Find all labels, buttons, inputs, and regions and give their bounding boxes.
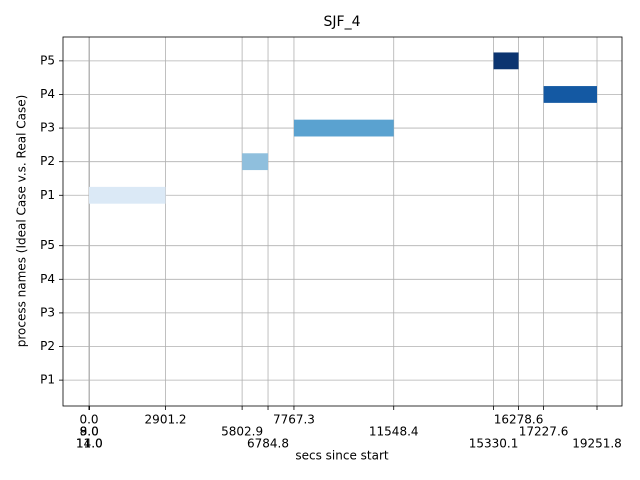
y-tick-label: P4 — [40, 87, 55, 101]
plot-frame — [62, 36, 623, 407]
y-tick-label: P1 — [40, 188, 55, 202]
x-tick-label: 7767.3 — [273, 413, 315, 427]
x-tick-label: 17227.6 — [519, 425, 569, 439]
bar — [493, 52, 519, 70]
x-tick-label: 2901.2 — [145, 413, 187, 427]
x-tick-label: 11548.4 — [369, 425, 419, 439]
x-axis-label: secs since start — [295, 449, 389, 463]
chart-title: SJF_4 — [324, 14, 361, 30]
x-tick-label: 8.0 — [80, 425, 99, 439]
y-tick-label: P4 — [40, 272, 55, 286]
x-tick-label: 5802.9 — [221, 425, 263, 439]
x-tick-label: 9.0 — [80, 425, 99, 439]
bar — [88, 186, 166, 204]
y-tick-label: P2 — [40, 339, 55, 353]
y-tick-label: P1 — [40, 373, 55, 387]
y-tick-label: P3 — [40, 305, 55, 319]
bar — [293, 119, 394, 137]
y-tick-label: P3 — [40, 121, 55, 135]
bar — [543, 86, 598, 103]
y-axis-label: process names (Ideal Case v.s. Real Case… — [15, 95, 29, 348]
y-tick-label: P2 — [40, 154, 55, 168]
y-tick-label: P5 — [40, 238, 55, 252]
x-tick-label: 16278.6 — [494, 413, 544, 427]
bar — [242, 153, 269, 171]
y-tick-label: P5 — [40, 53, 55, 67]
x-tick-label: 15330.1 — [469, 437, 519, 451]
x-tick-label: 14.0 — [76, 437, 103, 451]
x-tick-label: 19251.8 — [572, 437, 622, 451]
x-tick-label: 11.0 — [76, 437, 103, 451]
x-tick-label: 6784.8 — [247, 437, 289, 451]
x-tick-label: 0.0 — [79, 413, 98, 427]
